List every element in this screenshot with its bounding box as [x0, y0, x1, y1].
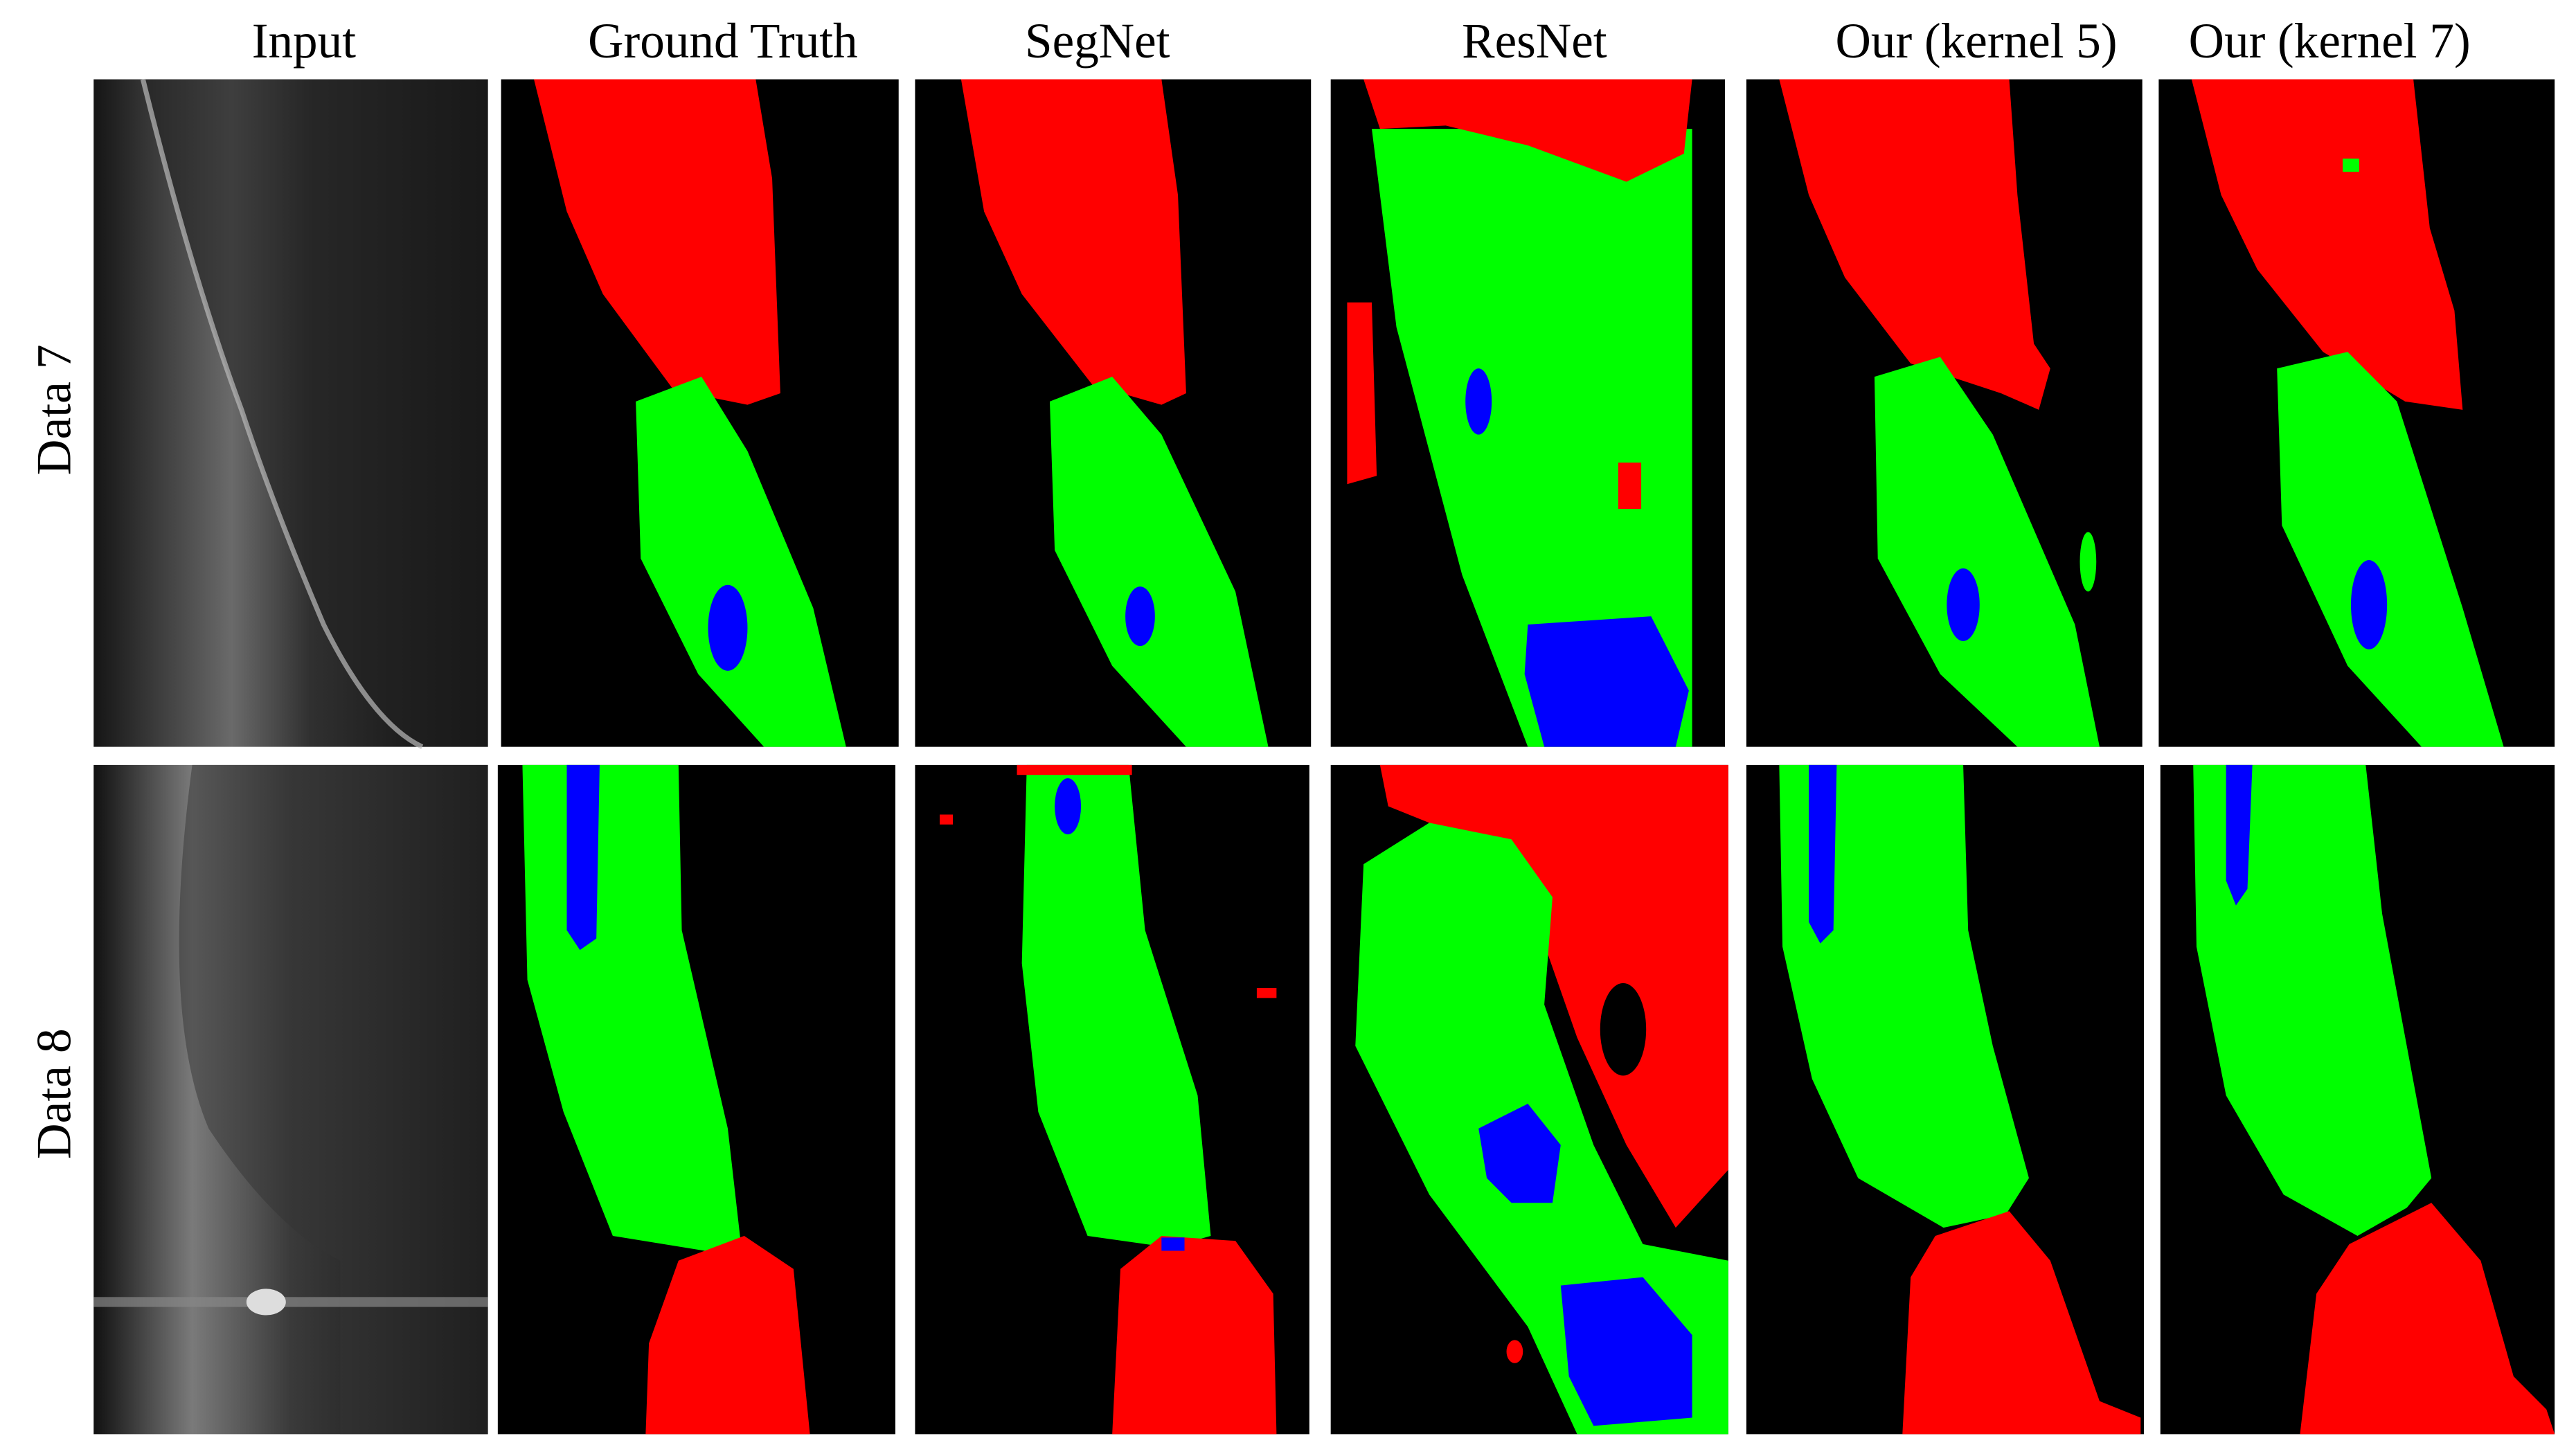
- kernel7-mask: [2160, 764, 2555, 1435]
- input-image: [93, 78, 488, 749]
- column-header: Our (kernel 7): [2189, 14, 2471, 69]
- segnet-mask: [915, 764, 1309, 1435]
- ground-truth-mask: [497, 764, 895, 1435]
- resnet-mask: [1330, 79, 1726, 747]
- column-header: Ground Truth: [588, 14, 858, 69]
- segnet-mask: [915, 79, 1312, 747]
- column-header: SegNet: [1025, 14, 1170, 69]
- kernel5-mask: [1746, 764, 2145, 1435]
- kernel7-mask: [2158, 79, 2555, 747]
- column-header: Our (kernel 5): [1836, 14, 2118, 69]
- column-header: Input: [252, 14, 356, 69]
- row-label: Data 7: [27, 344, 82, 475]
- row-label: Data 8: [27, 1028, 82, 1159]
- resnet-mask: [1330, 764, 1728, 1435]
- ground-truth-mask: [501, 79, 899, 747]
- column-header: ResNet: [1462, 14, 1607, 69]
- input-image: [93, 764, 488, 1435]
- kernel5-mask: [1746, 79, 2143, 747]
